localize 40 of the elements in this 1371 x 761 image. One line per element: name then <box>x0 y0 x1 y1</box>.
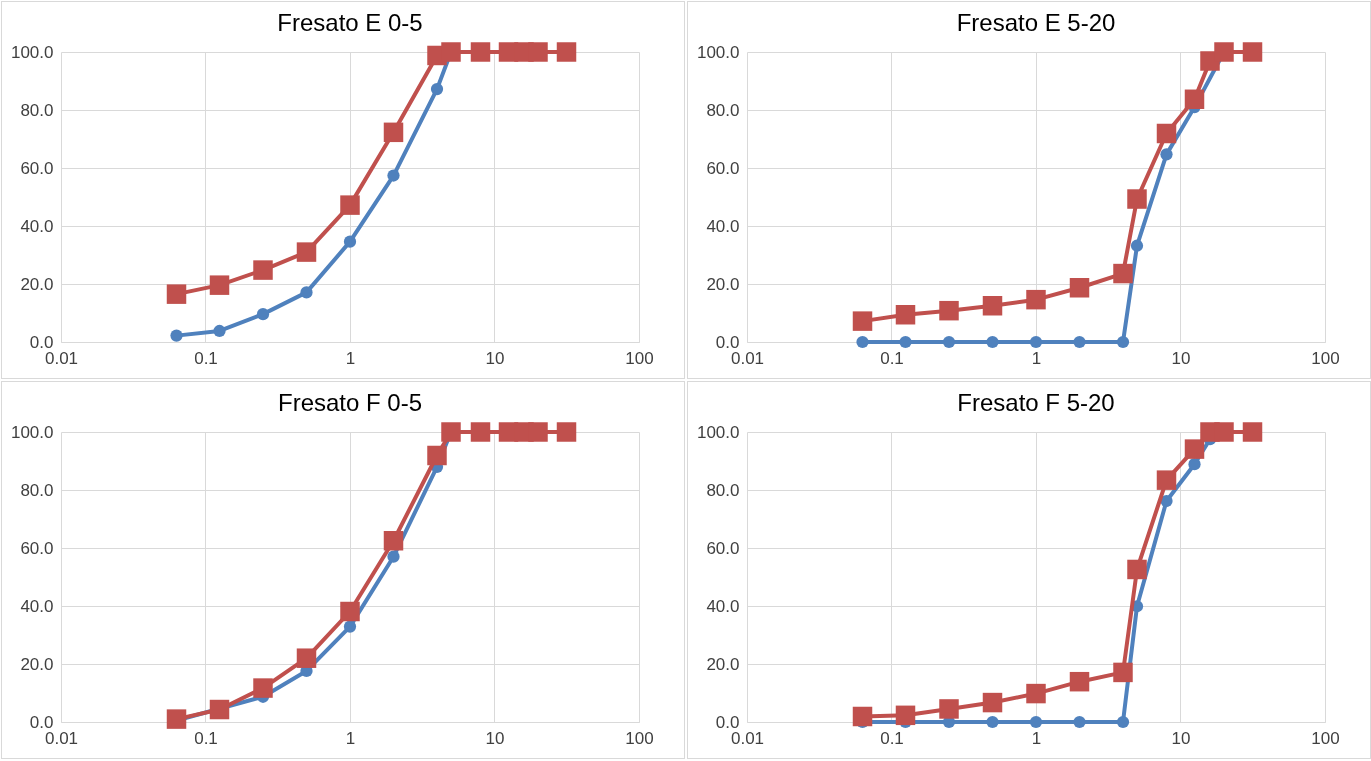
y-tick-label: 80.0 <box>20 480 54 500</box>
x-tick-label: 100 <box>1311 348 1340 368</box>
y-tick-label: 100.0 <box>10 42 54 62</box>
y-tick-label: 60.0 <box>706 158 740 178</box>
y-tick-label: 60.0 <box>20 158 54 178</box>
y-tick-label: 100.0 <box>696 422 740 442</box>
y-tick-label: 60.0 <box>706 538 740 558</box>
y-tick-label: 20.0 <box>706 274 740 294</box>
y-tick-label: 60.0 <box>20 538 54 558</box>
x-tick-label: 1 <box>1031 728 1042 748</box>
chart-title: Fresato F 0-5 <box>277 389 423 417</box>
x-tick-label: 0.1 <box>880 348 904 368</box>
x-tick-label: 100 <box>1311 728 1340 748</box>
y-tick-label: 40.0 <box>20 596 54 616</box>
chart-title: Fresato F 5-20 <box>957 389 1115 417</box>
x-tick-label: 1 <box>345 348 356 368</box>
y-tick-label: 40.0 <box>706 596 740 616</box>
y-tick-label: 20.0 <box>20 274 54 294</box>
y-tick-label: 40.0 <box>20 216 54 236</box>
x-tick-label: 100 <box>625 348 654 368</box>
x-tick-label: 10 <box>1171 348 1191 368</box>
x-tick-label: 100 <box>625 728 654 748</box>
x-tick-label: 0.1 <box>194 348 218 368</box>
y-tick-label: 80.0 <box>706 480 740 500</box>
x-tick-label: 1 <box>345 728 356 748</box>
x-tick-label: 10 <box>1171 728 1191 748</box>
y-tick-label: 40.0 <box>706 216 740 236</box>
chart-title: Fresato E 5-20 <box>956 9 1116 37</box>
x-tick-label: 10 <box>485 728 505 748</box>
x-tick-label: 1 <box>1031 348 1042 368</box>
chart-title: Fresato E 0-5 <box>277 9 423 37</box>
y-tick-label: 20.0 <box>706 654 740 674</box>
y-tick-label: 80.0 <box>706 100 740 120</box>
x-tick-label: 0.1 <box>880 728 904 748</box>
x-tick-label: 0.1 <box>194 728 218 748</box>
y-tick-label: 100.0 <box>696 42 740 62</box>
y-tick-label: 100.0 <box>10 422 54 442</box>
y-tick-label: 20.0 <box>20 654 54 674</box>
y-tick-label: 80.0 <box>20 100 54 120</box>
x-tick-label: 10 <box>485 348 505 368</box>
